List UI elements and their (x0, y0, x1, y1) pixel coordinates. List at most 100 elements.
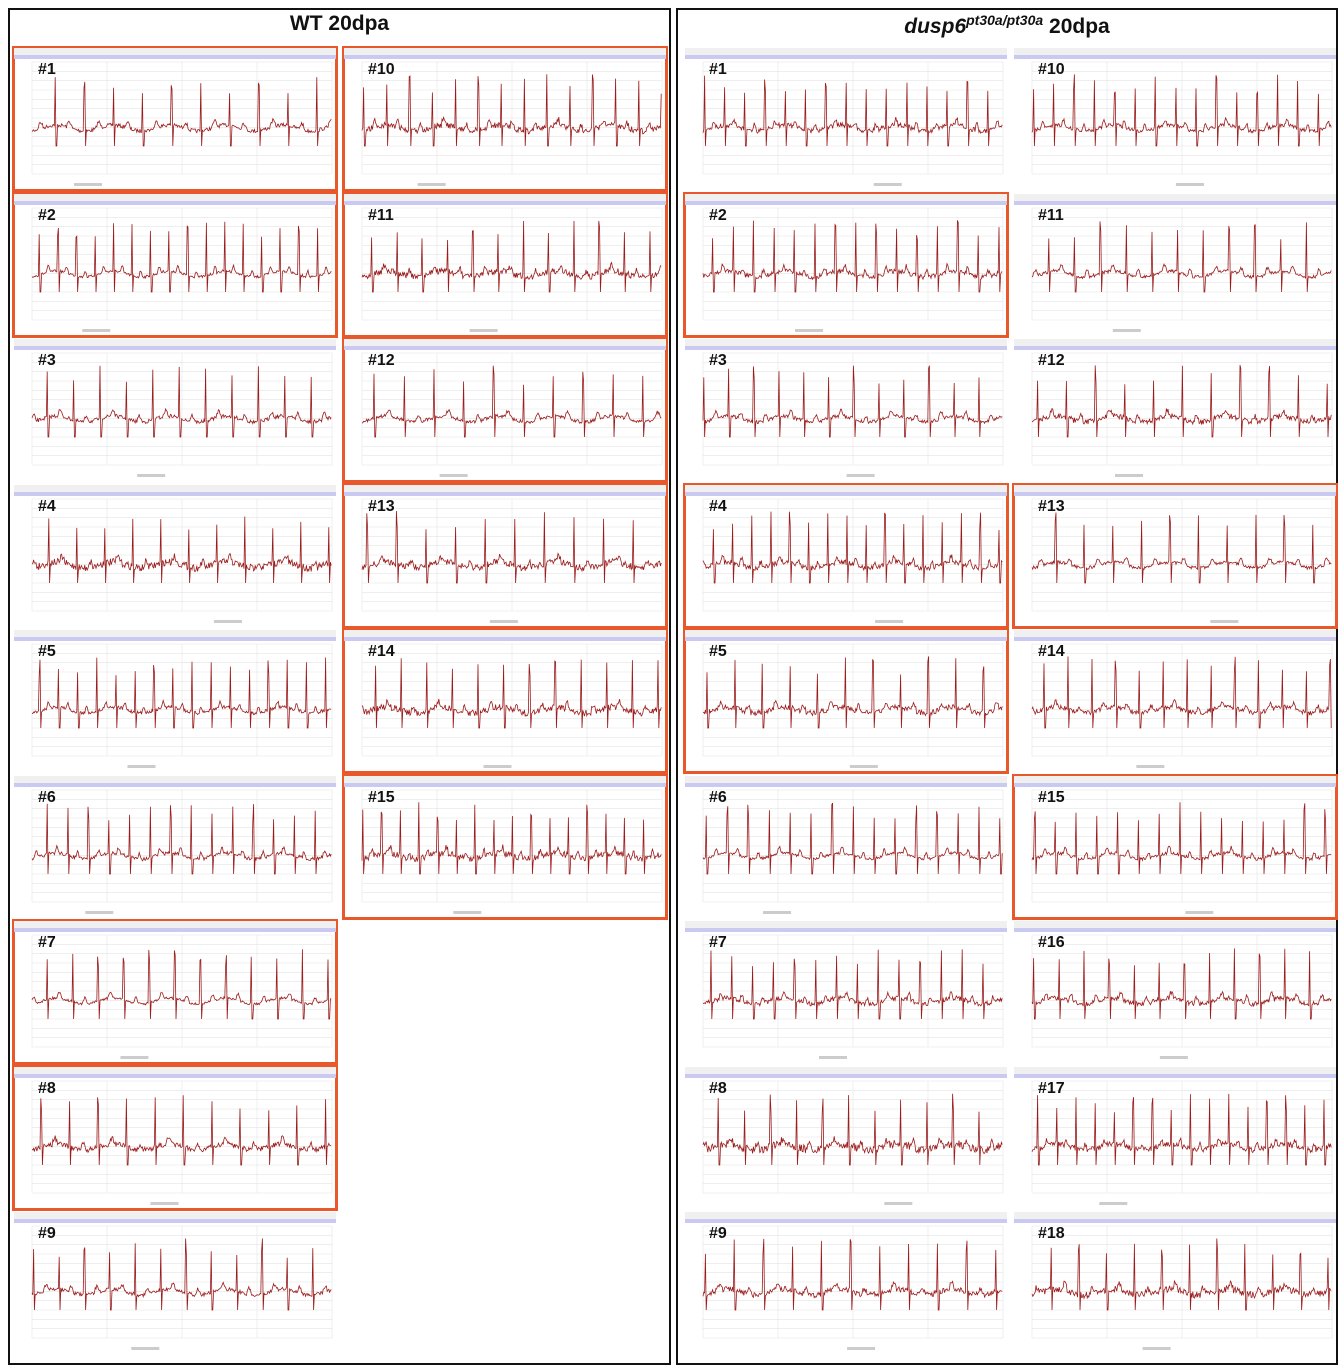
ecg-trace: #11 (1014, 194, 1336, 336)
scrollbar (120, 1056, 148, 1059)
trace-plot (14, 630, 336, 772)
ecg-waveform (1032, 657, 1331, 729)
scrollbar (1160, 1056, 1188, 1059)
scrollbar (1185, 911, 1213, 914)
ecg-waveform (362, 74, 661, 146)
allele: pt30a/pt30a (966, 12, 1043, 28)
scrollbar (131, 1347, 159, 1350)
toolbar (14, 1212, 336, 1219)
trace-label: #12 (368, 352, 395, 370)
trace-label: #4 (38, 498, 56, 516)
scrollbar (1113, 329, 1141, 332)
ecg-waveform (703, 220, 1002, 292)
trace-label: #9 (38, 1225, 56, 1243)
trace-plot (685, 1212, 1007, 1354)
scrollbar (1210, 620, 1238, 623)
ecg-trace: #9 (14, 1212, 336, 1354)
trace-label: #18 (1038, 1225, 1065, 1243)
toolbar-blue (344, 637, 666, 641)
toolbar (1014, 1067, 1336, 1074)
trace-plot (685, 1067, 1007, 1209)
ecg-waveform (703, 76, 1002, 146)
ecg-trace: #10 (344, 48, 666, 190)
toolbar-blue (1014, 346, 1336, 350)
toolbar (14, 921, 336, 928)
toolbar-blue (344, 783, 666, 787)
trace-plot (685, 921, 1007, 1063)
scrollbar (82, 329, 110, 332)
panel-title: WT 20dpa (10, 12, 669, 36)
toolbar (1014, 339, 1336, 346)
toolbar (1014, 921, 1336, 928)
ecg-trace: #14 (1014, 630, 1336, 772)
wt-panel: WT 20dpa #1#2#3#4#5#6#7#8#9#10#11#12#13#… (8, 8, 671, 1365)
ecg-waveform (1032, 365, 1331, 437)
toolbar-blue (14, 492, 336, 496)
scrollbar (847, 1347, 875, 1350)
toolbar (1014, 776, 1336, 783)
trace-label: #3 (709, 352, 727, 370)
ecg-waveform (1032, 1093, 1331, 1164)
toolbar-blue (1014, 637, 1336, 641)
ecg-trace: #4 (685, 485, 1007, 627)
toolbar-blue (685, 637, 1007, 641)
ecg-waveform (362, 366, 661, 437)
trace-label: #7 (709, 934, 727, 952)
ecg-waveform (703, 949, 1002, 1019)
toolbar (685, 630, 1007, 637)
ecg-trace: #13 (1014, 485, 1336, 627)
toolbar-blue (344, 492, 666, 496)
toolbar (1014, 485, 1336, 492)
toolbar (685, 194, 1007, 201)
toolbar-blue (14, 783, 336, 787)
trace-label: #4 (709, 498, 727, 516)
trace-label: #14 (368, 643, 395, 661)
scrollbar (1143, 1347, 1171, 1350)
ecg-waveform (703, 1239, 1002, 1310)
scrollbar (847, 474, 875, 477)
ecg-trace: #7 (685, 921, 1007, 1063)
scrollbar (85, 911, 113, 914)
toolbar-blue (14, 928, 336, 932)
trace-label: #5 (38, 643, 56, 661)
scrollbar (1136, 765, 1164, 768)
toolbar-blue (14, 1219, 336, 1223)
ecg-trace: #6 (14, 776, 336, 918)
toolbar (14, 1067, 336, 1074)
gene-name: dusp6 (904, 15, 966, 38)
ecg-waveform (32, 949, 331, 1019)
ecg-waveform (1032, 1239, 1331, 1311)
toolbar-blue (1014, 928, 1336, 932)
toolbar (685, 48, 1007, 55)
toolbar-blue (685, 492, 1007, 496)
toolbar (1014, 48, 1336, 55)
trace-label: #2 (709, 207, 727, 225)
toolbar-blue (685, 1219, 1007, 1223)
toolbar-blue (1014, 1074, 1336, 1078)
toolbar-blue (14, 55, 336, 59)
ecg-trace: #12 (344, 339, 666, 481)
scrollbar (440, 474, 468, 477)
ecg-waveform (1032, 221, 1331, 292)
scrollbar (151, 1202, 179, 1205)
ecg-trace: #8 (685, 1067, 1007, 1209)
toolbar (14, 339, 336, 346)
title-text: 20dpa (1049, 15, 1110, 38)
toolbar-blue (1014, 1219, 1336, 1223)
trace-label: #14 (1038, 643, 1065, 661)
toolbar-blue (685, 1074, 1007, 1078)
trace-plot (14, 194, 336, 336)
toolbar-blue (685, 928, 1007, 932)
ecg-waveform (32, 1239, 331, 1311)
scrollbar (875, 620, 903, 623)
toolbar (685, 776, 1007, 783)
ecg-waveform (362, 658, 661, 728)
ecg-waveform (32, 77, 331, 146)
ecg-trace: #7 (14, 921, 336, 1063)
trace-plot (685, 194, 1007, 336)
trace-label: #13 (368, 498, 395, 516)
toolbar-blue (14, 346, 336, 350)
trace-plot (14, 1067, 336, 1209)
scrollbar (1115, 474, 1143, 477)
toolbar (344, 776, 666, 783)
